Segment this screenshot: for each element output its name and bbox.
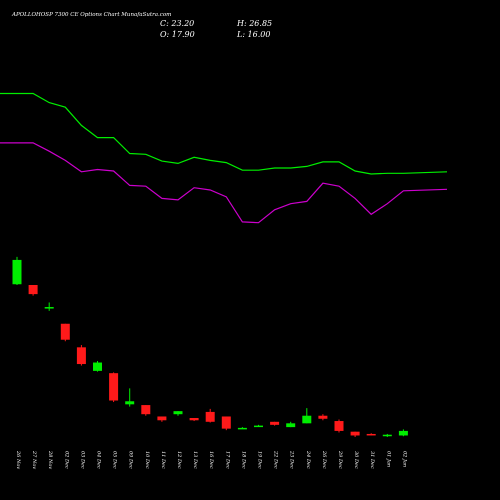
indicator-lines [0, 92, 448, 224]
x-tick-label: 16 Dec [208, 451, 214, 469]
x-tick-label: 02 Dec [63, 451, 69, 469]
x-tick-label: 26 Nov [15, 450, 21, 469]
x-tick-label: 04 Dec [96, 451, 102, 469]
indicator-line-1 [0, 92, 448, 175]
candle-body [125, 401, 135, 405]
candle [318, 414, 328, 421]
candle [157, 416, 167, 422]
x-tick-label: 22 Dec [273, 450, 279, 469]
candle-body [398, 430, 408, 436]
candle [302, 408, 312, 424]
chart-title: APOLLOHOSP 7300 CE Options Chart MunafaS… [11, 12, 171, 18]
candle-body [93, 362, 102, 371]
candle-body [157, 416, 167, 421]
x-tick-label: 11 Dec [160, 451, 166, 469]
candle-body [141, 405, 151, 415]
candle [366, 433, 376, 436]
candle-body [60, 323, 70, 340]
candle-body [334, 421, 344, 431]
candle-body [109, 373, 119, 401]
x-tick-label: 28 Nov [47, 450, 53, 469]
x-tick-label: 01 Jan [385, 451, 391, 467]
candle-body [189, 418, 199, 421]
candle-body [221, 416, 231, 429]
candle-body [237, 427, 247, 430]
candle [382, 433, 392, 437]
x-tick-label: 17 Dec [224, 451, 230, 469]
x-tick-label: 24 Dec [305, 450, 311, 469]
x-tick-label: 13 Dec [192, 451, 198, 469]
x-tick-label: 30 Dec [353, 451, 359, 469]
x-tick-label: 18 Dec [240, 451, 246, 469]
x-tick-label: 10 Dec [144, 451, 150, 469]
x-tick-label: 05 Dec [112, 451, 118, 469]
candle [254, 424, 263, 428]
x-tick-label: 27 Nov [31, 450, 37, 469]
candle-body [12, 259, 22, 285]
high-value: H: 26.85 [236, 19, 272, 28]
candle-body [28, 285, 38, 295]
candle [44, 302, 54, 311]
candle [173, 411, 183, 416]
candle [350, 431, 360, 437]
candle-body [205, 411, 215, 422]
candle-body [366, 433, 376, 436]
x-tick-label: 12 Dec [176, 451, 182, 469]
candle-body [286, 423, 296, 428]
candle-body [318, 415, 328, 419]
candle [28, 285, 38, 296]
candle-body [270, 421, 280, 425]
candle [205, 408, 215, 423]
candle [334, 419, 344, 433]
candle [221, 416, 231, 431]
x-tick-label: 03 Dec [79, 451, 85, 469]
x-tick-label: 02 Jan [401, 451, 407, 467]
candle [93, 361, 102, 372]
x-axis-ticks: 26 Nov 27 Nov 28 Nov 02 Dec 03 Dec 04 Dec 05 D… [15, 450, 407, 469]
x-tick-label: 26 Dec [321, 450, 327, 469]
candle [12, 256, 22, 285]
candle [270, 421, 280, 426]
candle [109, 372, 119, 403]
candle [125, 388, 135, 407]
low-value: L: 16.00 [236, 30, 270, 39]
candle [60, 323, 70, 342]
candle [76, 345, 86, 366]
candle-body [44, 307, 54, 309]
candle [286, 421, 296, 428]
candle-body [254, 425, 263, 428]
candles [12, 256, 408, 437]
open-value: O: 17.90 [160, 30, 195, 39]
close-value: C: 23.20 [160, 19, 194, 28]
candle-body [350, 431, 360, 436]
x-tick-label: 09 Dec [128, 451, 134, 469]
candle [189, 418, 199, 422]
x-tick-label: 23 Dec [289, 450, 295, 469]
x-tick-label: 31 Dec [369, 451, 375, 469]
candle-body [173, 411, 183, 415]
candle [237, 427, 247, 430]
candle-body [302, 415, 312, 424]
candle-body [382, 434, 392, 437]
indicator-line-2 [0, 142, 448, 224]
x-tick-label: 29 Dec [337, 450, 343, 469]
candle [141, 405, 151, 416]
candle [398, 429, 408, 437]
candle-body [76, 347, 86, 365]
x-tick-label: 19 Dec [257, 451, 263, 469]
